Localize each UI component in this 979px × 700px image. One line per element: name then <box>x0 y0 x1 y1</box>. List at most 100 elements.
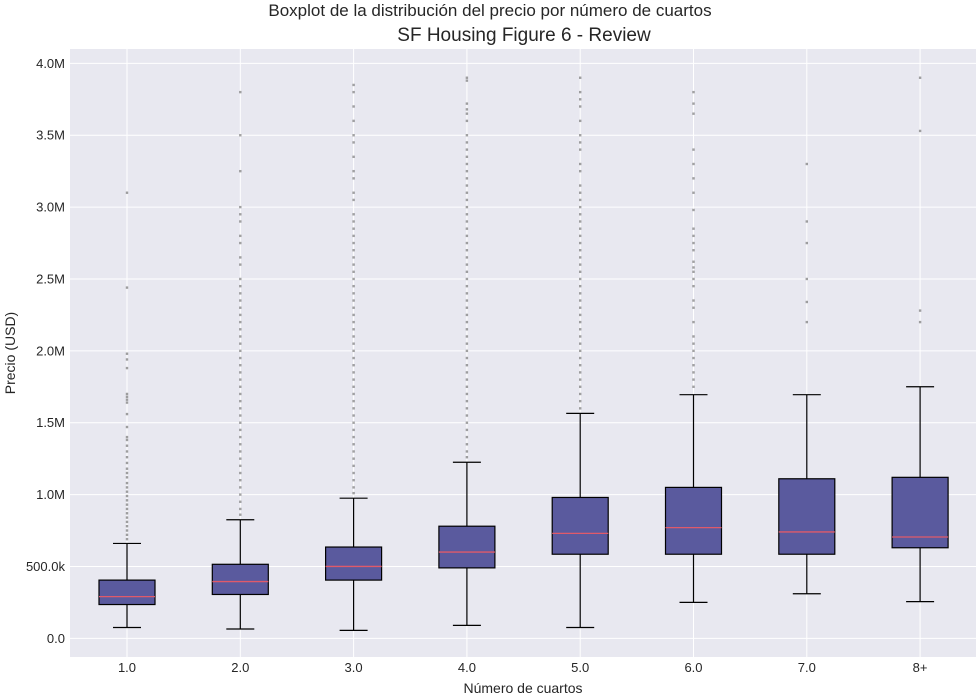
box-iqr <box>778 478 836 555</box>
outlier-point <box>125 444 129 447</box>
outlier-point <box>352 306 355 309</box>
outlier-point <box>125 366 129 370</box>
outlier-point <box>465 191 469 194</box>
outlier-point <box>239 378 242 381</box>
outlier-point <box>352 241 355 245</box>
outlier-point <box>579 292 582 295</box>
outlier-point <box>239 299 242 302</box>
outlier-point <box>125 525 129 528</box>
outlier-point <box>465 213 469 216</box>
box-group <box>664 90 723 603</box>
outlier-point <box>352 364 355 367</box>
outlier-point <box>579 234 582 238</box>
outlier-point <box>465 399 469 403</box>
outlier-point <box>125 490 129 493</box>
box-iqr <box>664 486 723 555</box>
outlier-point <box>352 349 355 353</box>
outlier-point <box>239 292 242 295</box>
y-tick-labels: 0.0 500.0k 1.0M 1.5M 2.0M 2.5M 3.0M 3.5M 4.0M <box>26 56 66 646</box>
outlier-point <box>125 533 129 537</box>
outlier-point <box>465 148 469 151</box>
outlier-point <box>239 457 242 460</box>
outlier-point <box>352 105 355 108</box>
outlier-point <box>239 464 242 468</box>
outlier-point <box>465 443 469 446</box>
outlier-point <box>579 392 582 396</box>
outlier-point <box>352 134 355 137</box>
outlier-point <box>465 328 469 331</box>
y-tick-label: 2.0M <box>36 343 65 358</box>
outlier-point <box>239 471 242 475</box>
outlier-point <box>465 270 469 273</box>
box-group <box>325 83 383 632</box>
outlier-point <box>239 435 242 439</box>
outlier-point <box>125 401 129 404</box>
outlier-point <box>352 277 355 281</box>
outlier-point <box>465 108 469 111</box>
outlier-point <box>692 277 695 281</box>
outlier-point <box>579 385 582 388</box>
outlier-point <box>465 306 469 309</box>
outlier-point <box>805 241 808 245</box>
outlier-point <box>239 500 242 503</box>
y-tick-label: 1.0M <box>36 487 65 502</box>
outlier-point <box>239 392 242 396</box>
box-group <box>211 90 269 630</box>
y-tick-label: 1.5M <box>36 415 65 430</box>
outlier-point <box>352 198 355 202</box>
outlier-point <box>692 349 695 353</box>
outlier-point <box>352 270 355 273</box>
outlier-point <box>352 491 355 495</box>
outlier-point <box>692 356 695 360</box>
outlier-point <box>352 169 355 173</box>
outlier-point <box>579 134 582 137</box>
outlier-point <box>465 349 469 353</box>
outlier-point <box>239 349 242 353</box>
outlier-point <box>239 421 242 424</box>
outlier-point <box>465 234 469 238</box>
outlier-point <box>692 241 695 245</box>
outlier-point <box>465 79 469 82</box>
outlier-point <box>352 342 355 345</box>
x-tick-label: 1.0 <box>118 660 136 675</box>
outlier-point <box>239 213 242 216</box>
outlier-point <box>352 328 355 331</box>
plot-area <box>70 49 976 657</box>
outlier-point <box>125 461 129 465</box>
outlier-point <box>465 356 469 360</box>
y-tick-label: 2.5M <box>36 271 65 286</box>
outlier-point <box>465 177 469 180</box>
y-tick-label: 500.0k <box>26 559 66 574</box>
outlier-point <box>465 198 469 202</box>
outlier-point <box>692 191 695 194</box>
outlier-point <box>579 328 582 331</box>
outlier-point <box>692 102 695 105</box>
outlier-point <box>465 435 469 439</box>
outlier-point <box>125 456 129 459</box>
outlier-point <box>125 516 129 519</box>
outlier-point <box>579 349 582 353</box>
outlier-point <box>692 177 695 180</box>
outlier-point <box>692 234 695 238</box>
outlier-point <box>125 352 129 355</box>
outlier-point <box>692 112 695 115</box>
outlier-point <box>692 162 695 166</box>
outlier-point <box>352 220 355 223</box>
outlier-point <box>692 306 695 309</box>
outlier-point <box>239 513 242 516</box>
outlier-point <box>579 105 582 108</box>
outlier-point <box>465 407 469 410</box>
outlier-point <box>465 220 469 223</box>
boxes <box>98 76 949 632</box>
outlier-point <box>239 234 242 238</box>
outlier-point <box>125 507 129 511</box>
outlier-point <box>125 520 129 524</box>
outlier-point <box>352 486 355 489</box>
x-axis-label: Número de cuartos <box>463 680 582 696</box>
outlier-point <box>239 450 242 453</box>
chart-title: SF Housing Figure 6 - Review <box>397 25 651 46</box>
outlier-point <box>239 399 242 403</box>
outlier-point <box>465 456 469 459</box>
outlier-point <box>465 428 469 432</box>
